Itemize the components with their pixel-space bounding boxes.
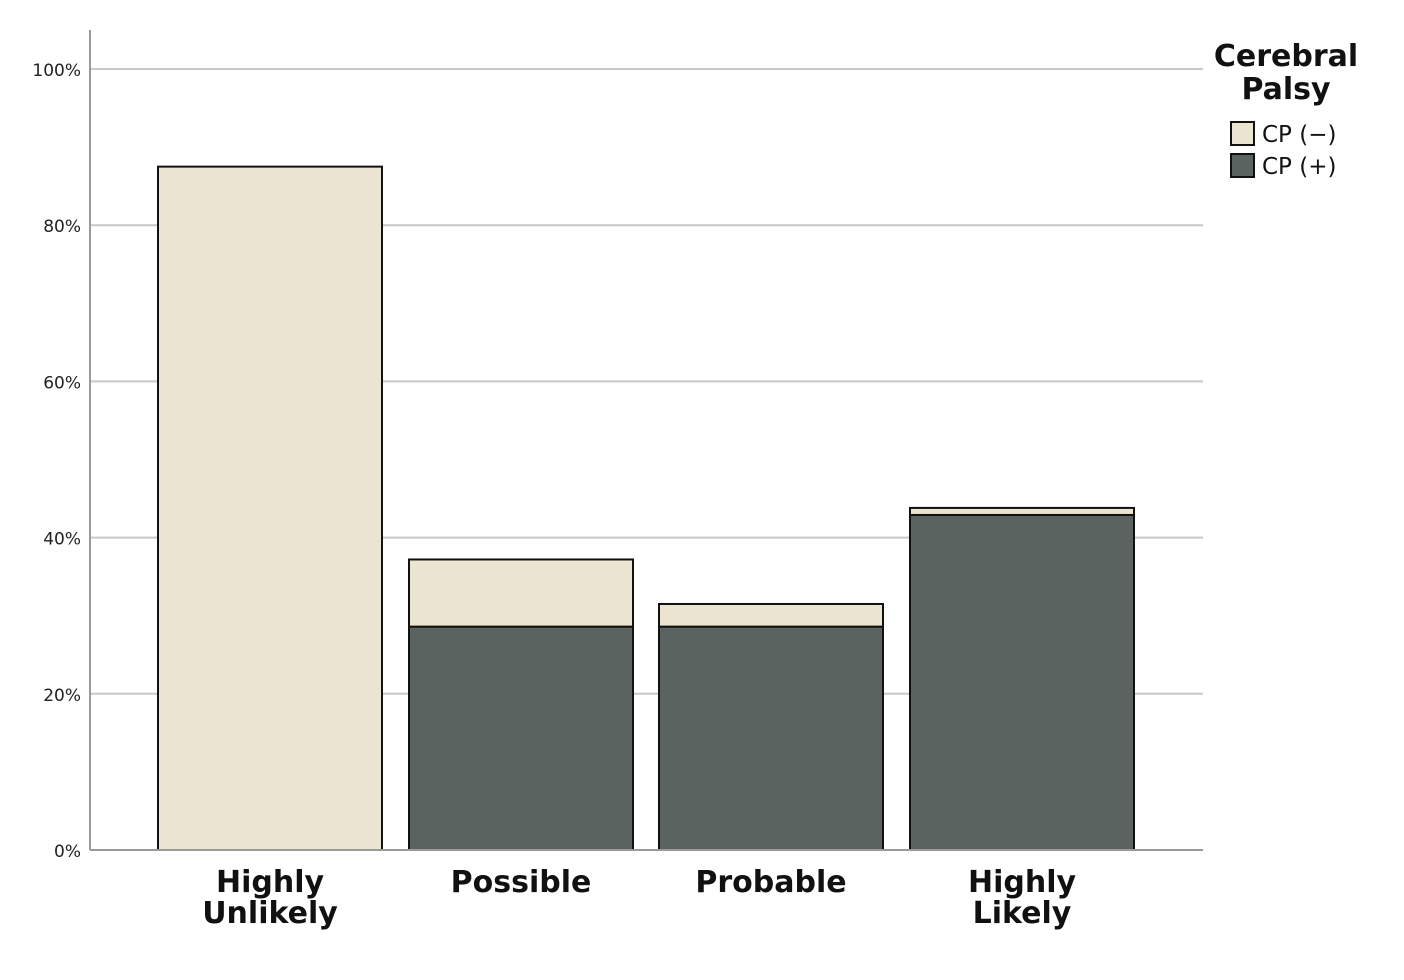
bar-segment <box>157 165 383 851</box>
legend-swatch <box>1230 153 1255 178</box>
x-category-labels: Highly Unlikely Possible Probable Highly Like… <box>202 865 1076 931</box>
legend-label: CP (+) <box>1262 154 1336 180</box>
y-tick-label: 0% <box>54 842 81 862</box>
y-tick-label: 40% <box>43 530 81 550</box>
legend-swatch <box>1230 121 1255 146</box>
bar-segment <box>658 602 884 628</box>
x-category-label: Highly Unlikely <box>202 865 338 931</box>
x-category-label: Probable <box>695 865 846 900</box>
y-tick-label: 80% <box>43 217 81 237</box>
y-tick-label: 20% <box>43 686 81 706</box>
legend-title: Cerebral Palsy <box>1214 39 1358 107</box>
x-category-label: Possible <box>451 865 592 900</box>
x-category-label: Highly Likely <box>968 865 1077 931</box>
y-tick-labels: 0% 20% 40% 60% 80% 100% <box>32 61 81 862</box>
bar-segment <box>909 513 1135 851</box>
bar-segment <box>408 558 634 628</box>
legend-label: CP (−) <box>1262 122 1336 148</box>
y-tick-label: 100% <box>32 61 81 81</box>
y-tick-label: 60% <box>43 373 81 393</box>
bar-segment <box>658 625 884 851</box>
axes <box>89 30 1203 851</box>
bar-segment <box>909 506 1135 516</box>
bar-segment <box>408 625 634 851</box>
bars <box>157 165 1135 851</box>
legend: Cerebral Palsy CP (−) CP (+) <box>1214 39 1358 180</box>
